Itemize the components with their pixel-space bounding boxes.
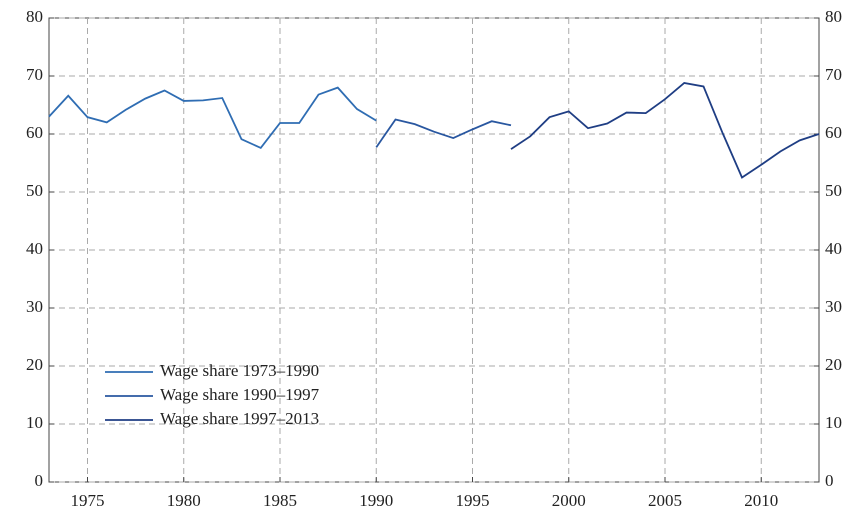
y-tick-label: 60 [26,123,43,142]
x-tick-label: 1990 [359,491,393,510]
y-tick-label: 0 [35,471,44,490]
x-tick-label: 2005 [648,491,682,510]
y2-tick-label: 50 [825,181,842,200]
x-tick-label: 1985 [263,491,297,510]
y2-tick-label: 80 [825,7,842,26]
y2-tick-label: 10 [825,413,842,432]
x-tick-label: 1995 [456,491,490,510]
x-tick-label: 1980 [167,491,201,510]
x-tick-label: 2010 [744,491,778,510]
y2-tick-label: 30 [825,297,842,316]
y2-tick-label: 60 [825,123,842,142]
x-tick-label: 2000 [552,491,586,510]
y-tick-label: 80 [26,7,43,26]
y2-tick-label: 0 [825,471,834,490]
y-tick-label: 70 [26,65,43,84]
legend-label: Wage share 1973–1990 [160,361,319,380]
legend-label: Wage share 1990–1997 [160,385,320,404]
y-tick-label: 30 [26,297,43,316]
y-tick-label: 20 [26,355,43,374]
y2-tick-label: 20 [825,355,842,374]
series-line [510,81,820,179]
series-line [48,86,377,150]
y2-tick-label: 70 [825,65,842,84]
y-tick-label: 40 [26,239,43,258]
series-line [375,118,512,148]
y-tick-label: 10 [26,413,43,432]
y-tick-label: 50 [26,181,43,200]
y2-tick-label: 40 [825,239,842,258]
legend-label: Wage share 1997–2013 [160,409,319,428]
x-tick-label: 1975 [71,491,105,510]
